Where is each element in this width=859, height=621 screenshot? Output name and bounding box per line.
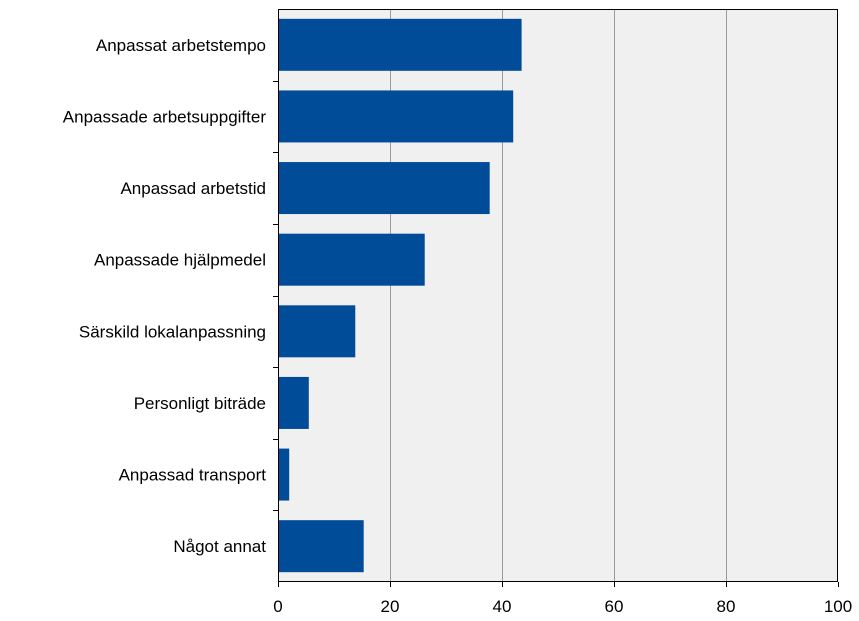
x-tick-label: 40 — [493, 597, 512, 616]
bar-2 — [278, 90, 514, 143]
plot-frame — [278, 9, 838, 582]
category-label: Särskild lokalanpassning — [79, 322, 266, 341]
bar-1 — [278, 18, 522, 71]
category-label: Anpassad transport — [119, 466, 267, 485]
category-label: Personligt biträde — [134, 394, 266, 413]
category-label: Anpassade arbetsuppgifter — [63, 107, 267, 126]
category-label: Anpassade hjälpmedel — [94, 251, 266, 270]
x-tick-label: 60 — [605, 597, 624, 616]
bar-5 — [278, 305, 356, 358]
category-label: Något annat — [173, 537, 266, 556]
x-tick-label: 0 — [273, 597, 282, 616]
bar-3 — [278, 162, 490, 215]
bar-6 — [278, 376, 309, 429]
category-label: Anpassad arbetstid — [120, 179, 266, 198]
x-tick-label: 80 — [717, 597, 736, 616]
bar-4 — [278, 233, 425, 286]
bar-7 — [278, 448, 290, 501]
category-label: Anpassat arbetstempo — [96, 36, 266, 55]
bar-8 — [278, 520, 364, 573]
x-tick-label: 100 — [824, 597, 852, 616]
x-tick-label: 20 — [381, 597, 400, 616]
